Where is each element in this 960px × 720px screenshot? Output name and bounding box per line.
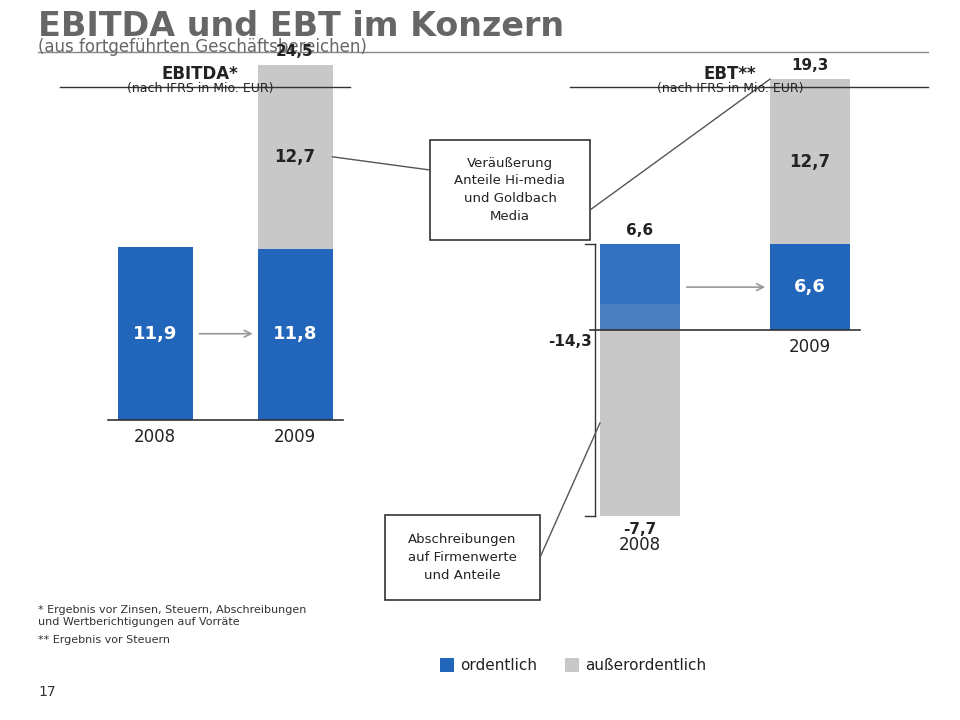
Text: 12,7: 12,7 xyxy=(275,148,316,166)
Text: ** Ergebnis vor Steuern: ** Ergebnis vor Steuern xyxy=(38,635,170,645)
Text: 11,9: 11,9 xyxy=(132,325,178,343)
Text: EBITDA und EBT im Konzern: EBITDA und EBT im Konzern xyxy=(38,10,564,43)
Text: 2009: 2009 xyxy=(789,338,831,356)
Bar xyxy=(600,330,680,516)
Text: (nach IFRS in Mio. EUR): (nach IFRS in Mio. EUR) xyxy=(127,82,274,95)
Text: 12,7: 12,7 xyxy=(789,153,830,171)
Text: 24,5: 24,5 xyxy=(276,44,314,59)
Text: * Ergebnis vor Zinsen, Steuern, Abschreibungen: * Ergebnis vor Zinsen, Steuern, Abschrei… xyxy=(38,605,306,615)
Bar xyxy=(770,79,850,244)
Bar xyxy=(770,244,850,330)
Bar xyxy=(600,305,680,356)
Text: 17: 17 xyxy=(38,685,56,699)
Text: (aus fortgeführten Geschäftsbereichen): (aus fortgeführten Geschäftsbereichen) xyxy=(38,38,367,56)
Text: -14,3: -14,3 xyxy=(548,334,592,349)
Bar xyxy=(600,244,680,330)
Text: Abschreibungen
auf Firmenwerte
und Anteile: Abschreibungen auf Firmenwerte und Antei… xyxy=(408,533,516,582)
Text: 2009: 2009 xyxy=(274,428,316,446)
Bar xyxy=(440,658,454,672)
Text: Veräußerung
Anteile Hi-media
und Goldbach
Media: Veräußerung Anteile Hi-media und Goldbac… xyxy=(454,156,565,223)
Bar xyxy=(565,658,579,672)
Bar xyxy=(257,249,332,420)
Text: 19,3: 19,3 xyxy=(791,58,828,73)
Bar xyxy=(600,244,680,330)
Bar xyxy=(430,140,590,240)
Text: 11,8: 11,8 xyxy=(273,325,317,343)
Text: (nach IFRS in Mio. EUR): (nach IFRS in Mio. EUR) xyxy=(657,82,804,95)
Bar xyxy=(385,515,540,600)
Text: 6,6: 6,6 xyxy=(627,223,654,238)
Text: 2008: 2008 xyxy=(134,428,176,446)
Text: ordentlich: ordentlich xyxy=(460,657,537,672)
Text: EBITDA*: EBITDA* xyxy=(161,65,238,83)
Bar xyxy=(117,248,193,420)
Text: und Wertberichtigungen auf Vorräte: und Wertberichtigungen auf Vorräte xyxy=(38,617,240,627)
Text: -7,7: -7,7 xyxy=(623,522,657,537)
Text: EBT**: EBT** xyxy=(704,65,756,83)
Text: außerordentlich: außerordentlich xyxy=(585,657,707,672)
Bar xyxy=(257,65,332,249)
Text: 6,6: 6,6 xyxy=(794,278,826,296)
Text: 2008: 2008 xyxy=(619,536,661,554)
